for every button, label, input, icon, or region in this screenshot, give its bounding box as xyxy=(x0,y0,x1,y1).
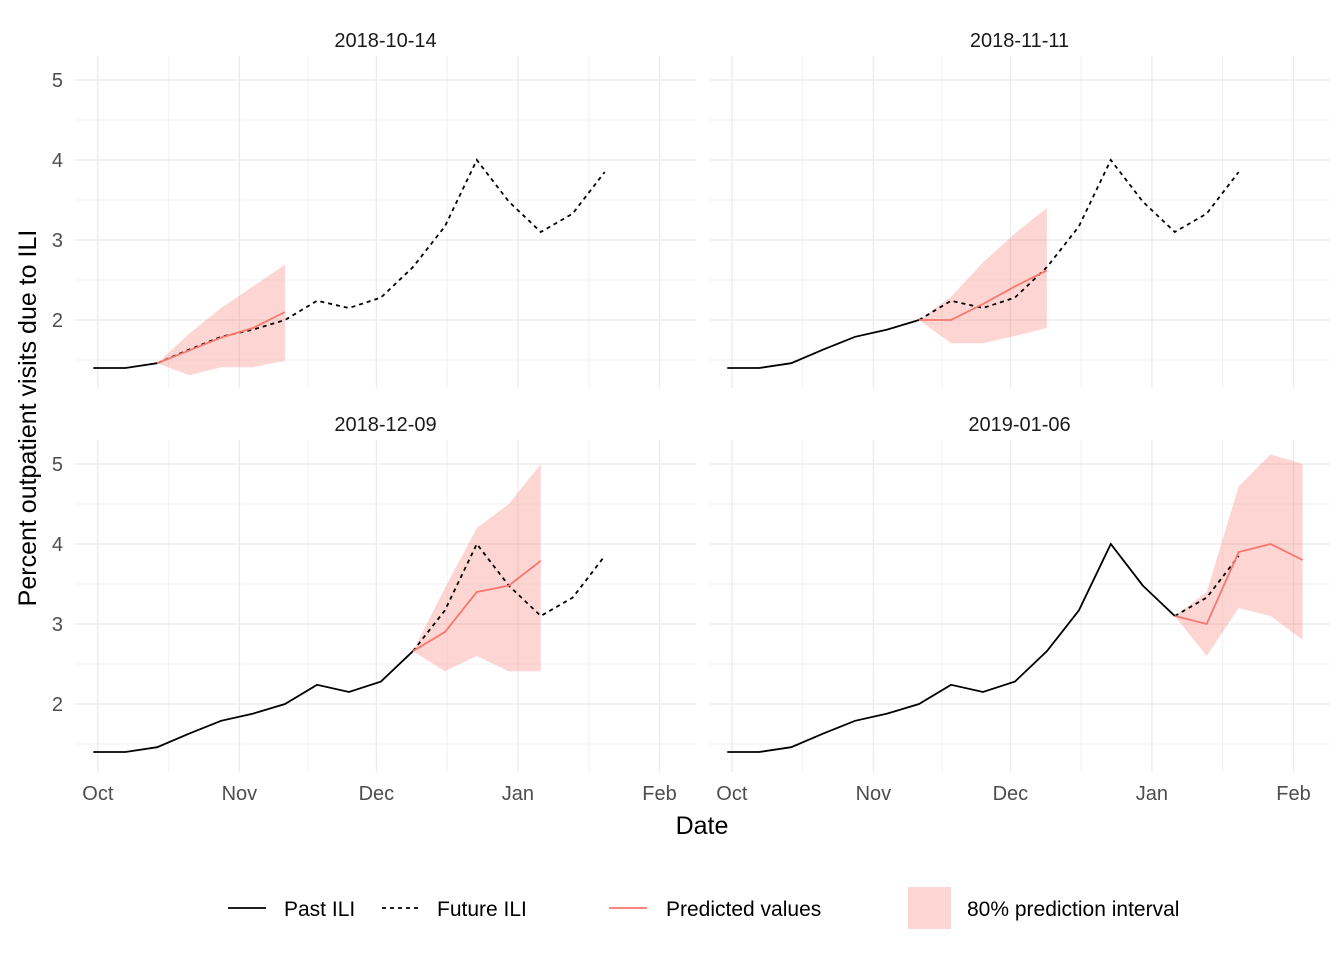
past-ili-line xyxy=(727,542,1176,753)
prediction-interval-band xyxy=(412,464,541,672)
x-tick-label: Oct xyxy=(716,783,748,805)
facet-panel: 2019-01-06 Oct Nov Dec Jan Feb xyxy=(709,414,1330,805)
x-tick-label: Feb xyxy=(1276,783,1310,805)
x-tick-label: Jan xyxy=(1136,783,1168,805)
minor-grid xyxy=(75,440,696,772)
y-tick-label: 2 xyxy=(52,694,63,716)
legend-item-past: Past ILI xyxy=(228,898,355,921)
y-tick-label: 5 xyxy=(52,454,63,476)
facet-panel: 2018-10-14 2 3 4 5 xyxy=(52,30,696,388)
legend-label: Predicted values xyxy=(666,898,821,921)
predicted-values-line xyxy=(919,269,1048,321)
major-grid xyxy=(709,56,1330,388)
y-tick-label: 3 xyxy=(52,230,63,252)
x-tick-label: Jan xyxy=(502,783,534,805)
legend-label: Future ILI xyxy=(437,898,527,921)
legend-label: 80% prediction interval xyxy=(967,898,1179,921)
x-tick-label: Dec xyxy=(359,783,395,805)
major-grid xyxy=(75,440,696,772)
facet-panel: 2018-12-09 2 3 4 5 Oct Nov Dec Jan Feb xyxy=(52,414,696,805)
facet-panels: 2018-10-14 2 3 4 5 2018-11-11 2018-12-09 2 3 4 5 Oc… xyxy=(52,30,1330,805)
major-grid xyxy=(75,56,696,388)
y-tick-label: 2 xyxy=(52,310,63,332)
past-ili-line xyxy=(93,362,158,369)
x-tick-label: Dec xyxy=(993,783,1029,805)
past-ili-line xyxy=(93,650,414,753)
prediction-interval-band xyxy=(1174,454,1303,656)
legend-label: Past ILI xyxy=(284,898,355,921)
y-tick-label: 3 xyxy=(52,614,63,636)
x-tick-label: Nov xyxy=(222,783,258,805)
facet-panel: 2018-11-11 xyxy=(709,30,1330,388)
predicted-values-line xyxy=(412,560,542,652)
past-ili-line xyxy=(727,319,920,369)
legend: Past ILI Future ILI Predicted values 80% pr… xyxy=(228,887,1179,929)
minor-grid xyxy=(709,56,1330,388)
legend-item-interval: 80% prediction interval xyxy=(908,887,1179,929)
legend-item-future: Future ILI xyxy=(382,898,527,921)
prediction-interval-band xyxy=(157,264,285,376)
prediction-interval-band xyxy=(919,208,1047,344)
major-grid xyxy=(709,440,1330,772)
x-axis-title: Date xyxy=(676,812,729,840)
facet-title: 2018-12-09 xyxy=(334,414,436,436)
x-tick-label: Oct xyxy=(82,783,114,805)
predicted-values-line xyxy=(156,311,286,365)
x-tick-label: Nov xyxy=(856,783,892,805)
x-tick-label: Feb xyxy=(642,783,676,805)
legend-item-predicted: Predicted values xyxy=(609,898,821,921)
y-tick-label: 4 xyxy=(52,150,63,172)
facet-title: 2018-11-11 xyxy=(970,30,1069,52)
facet-title: 2019-01-06 xyxy=(968,414,1070,436)
y-axis-title: Percent outpatient visits due to ILI xyxy=(14,230,42,607)
future-ili-line xyxy=(918,158,1240,321)
y-tick-label: 5 xyxy=(52,70,63,92)
y-tick-label: 4 xyxy=(52,534,63,556)
legend-key-interval xyxy=(908,887,951,929)
facet-title: 2018-10-14 xyxy=(334,30,436,52)
predicted-values-line xyxy=(1174,543,1304,626)
minor-grid xyxy=(75,56,696,388)
